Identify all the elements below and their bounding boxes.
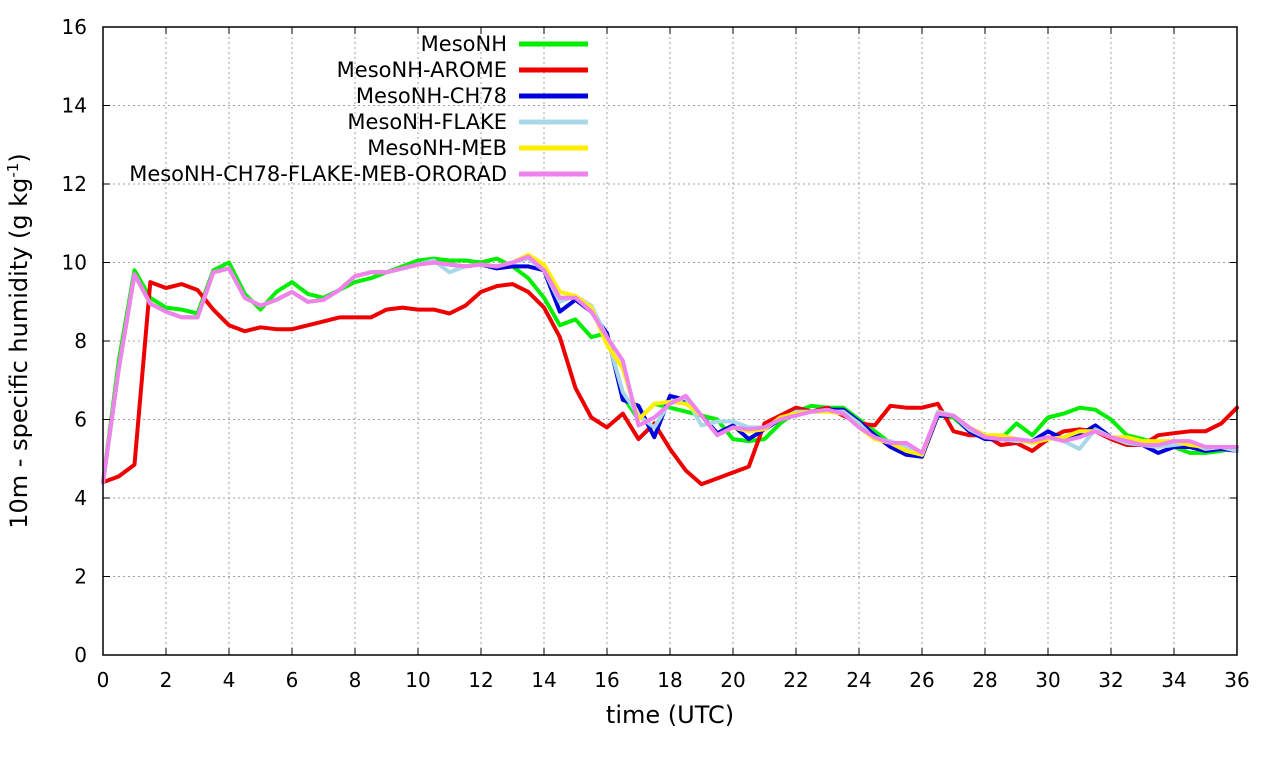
y-tick-label: 16 [62,15,87,39]
legend: MesoNHMesoNH-AROMEMesoNH-CH78MesoNH-FLAK… [129,32,588,186]
y-tick-label: 8 [74,329,87,353]
legend-label: MesoNH-CH78 [356,84,507,108]
x-tick-label: 2 [160,668,173,692]
x-tick-label: 10 [405,668,430,692]
y-tick-label: 14 [62,94,87,118]
x-tick-label: 20 [720,668,745,692]
x-tick-label: 30 [1035,668,1060,692]
grid [103,27,1237,655]
ticks: 0 2 4 6 8 10 12 14 16 18 20 22 24 26 28 30 32 34 360246810… [62,15,1250,692]
y-tick-label: 2 [74,565,87,589]
x-tick-label: 32 [1098,668,1123,692]
legend-label: MesoNH-CH78-FLAKE-MEB-ORORAD [129,162,507,186]
x-tick-label: 26 [909,668,934,692]
x-tick-label: 6 [286,668,299,692]
x-tick-label: 14 [531,668,556,692]
x-tick-label: 24 [846,668,871,692]
x-tick-label: 4 [223,668,236,692]
y-axis-label-main: 10m - specific humidity (g kg [5,178,33,529]
x-tick-label: 36 [1224,668,1249,692]
series-line [101,256,1239,485]
legend-label: MesoNH-FLAKE [347,110,507,134]
y-tick-label: 4 [74,486,87,510]
series-line [101,254,1239,485]
x-tick-label: 28 [972,668,997,692]
y-tick-label: 12 [62,172,87,196]
x-axis-label: time (UTC) [606,701,734,729]
y-tick-label: 10 [62,251,87,275]
y-tick-label: 0 [74,643,87,667]
legend-label: MesoNH-AROME [337,58,507,82]
x-tick-label: 22 [783,668,808,692]
x-tick-label: 16 [594,668,619,692]
y-axis-label: 10m - specific humidity (g kg-1) [4,153,33,528]
x-tick-label: 0 [97,668,110,692]
x-tick-label: 12 [468,668,493,692]
series-lines [101,252,1239,487]
x-tick-label: 34 [1161,668,1186,692]
x-tick-label: 8 [349,668,362,692]
y-axis-label-sup: -1 [4,163,22,178]
x-tick-label: 18 [657,668,682,692]
y-axis-label-end: ) [5,153,33,162]
legend-label: MesoNH-MEB [367,136,507,160]
y-tick-label: 6 [74,408,87,432]
legend-label: MesoNH [421,32,507,56]
